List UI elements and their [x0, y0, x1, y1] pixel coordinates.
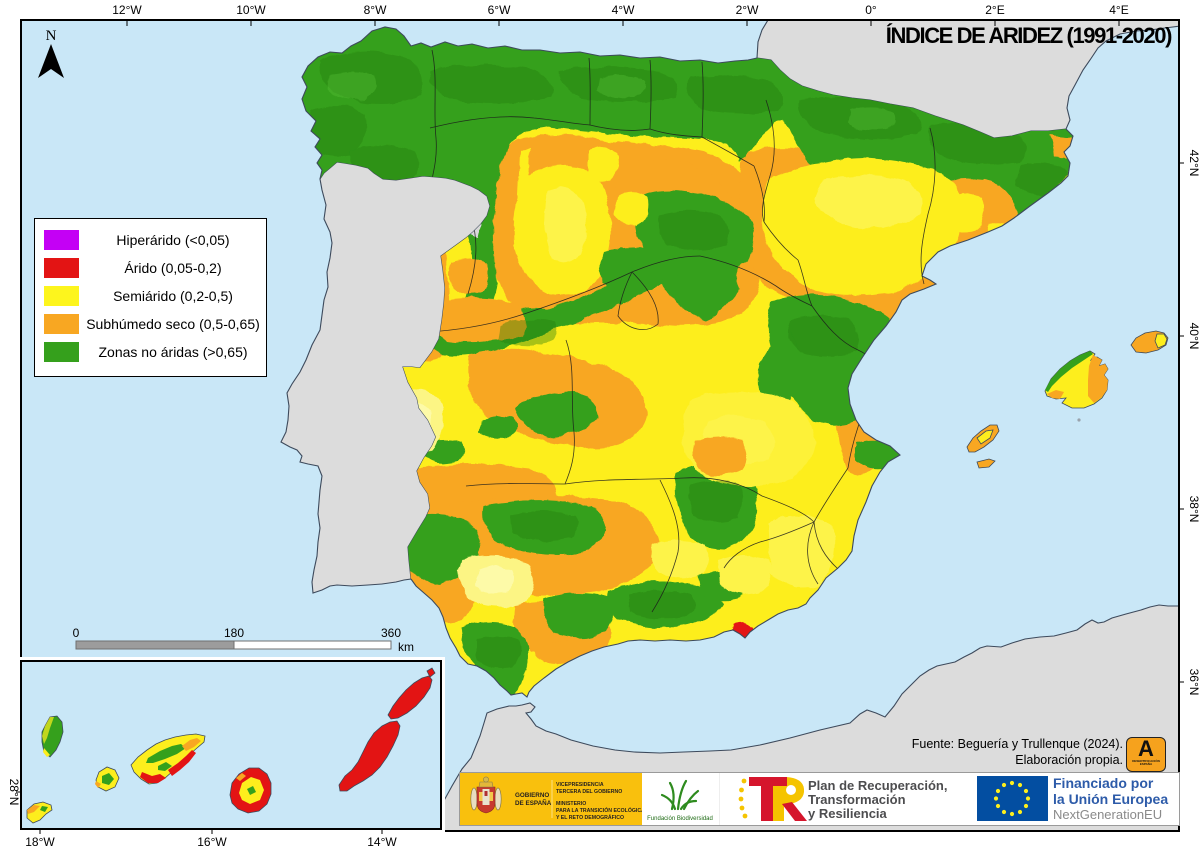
svg-text:km: km — [398, 640, 414, 654]
svg-text:Financiado por: Financiado por — [1053, 775, 1154, 791]
svg-text:y Resiliencia: y Resiliencia — [808, 806, 888, 821]
svg-text:GOBIERNO: GOBIERNO — [515, 792, 549, 799]
svg-text:2°W: 2°W — [736, 3, 759, 17]
svg-text:14°W: 14°W — [367, 835, 397, 849]
svg-text:MINISTERIO: MINISTERIO — [556, 801, 586, 807]
svg-text:180: 180 — [224, 626, 244, 640]
svg-text:12°W: 12°W — [112, 3, 142, 17]
svg-text:28°N: 28°N — [7, 779, 21, 806]
svg-text:NextGenerationEU: NextGenerationEU — [1053, 807, 1162, 822]
svg-text:42°N: 42°N — [1187, 150, 1200, 177]
svg-text:16°W: 16°W — [197, 835, 227, 849]
svg-text:4°W: 4°W — [612, 3, 635, 17]
svg-text:36°N: 36°N — [1187, 669, 1200, 696]
svg-text:10°W: 10°W — [236, 3, 266, 17]
svg-text:N: N — [46, 28, 57, 44]
svg-text:Plan de Recuperación,: Plan de Recuperación, — [808, 778, 947, 793]
svg-text:40°N: 40°N — [1187, 323, 1200, 350]
svg-text:38°N: 38°N — [1187, 496, 1200, 523]
svg-text:6°W: 6°W — [488, 3, 511, 17]
svg-text:0: 0 — [73, 626, 80, 640]
svg-text:Fundación Biodiversidad: Fundación Biodiversidad — [647, 816, 713, 822]
svg-text:VICEPRESIDENCIA: VICEPRESIDENCIA — [556, 782, 604, 788]
svg-text:0°: 0° — [865, 3, 877, 17]
svg-text:PARA LA TRANSICIÓN ECOLÓGICA: PARA LA TRANSICIÓN ECOLÓGICA — [556, 806, 642, 814]
svg-text:la Unión Europea: la Unión Europea — [1053, 791, 1168, 807]
svg-text:Transformación: Transformación — [808, 792, 906, 807]
svg-text:DE ESPAÑA: DE ESPAÑA — [515, 798, 552, 807]
svg-text:360: 360 — [381, 626, 401, 640]
svg-text:8°W: 8°W — [364, 3, 387, 17]
svg-text:2°E: 2°E — [985, 3, 1004, 17]
svg-text:4°E: 4°E — [1109, 3, 1128, 17]
svg-text:18°W: 18°W — [25, 835, 55, 849]
svg-text:TERCERA DEL GOBIERNO: TERCERA DEL GOBIERNO — [556, 789, 622, 795]
svg-text:Y EL RETO DEMOGRÁFICO: Y EL RETO DEMOGRÁFICO — [556, 814, 624, 821]
